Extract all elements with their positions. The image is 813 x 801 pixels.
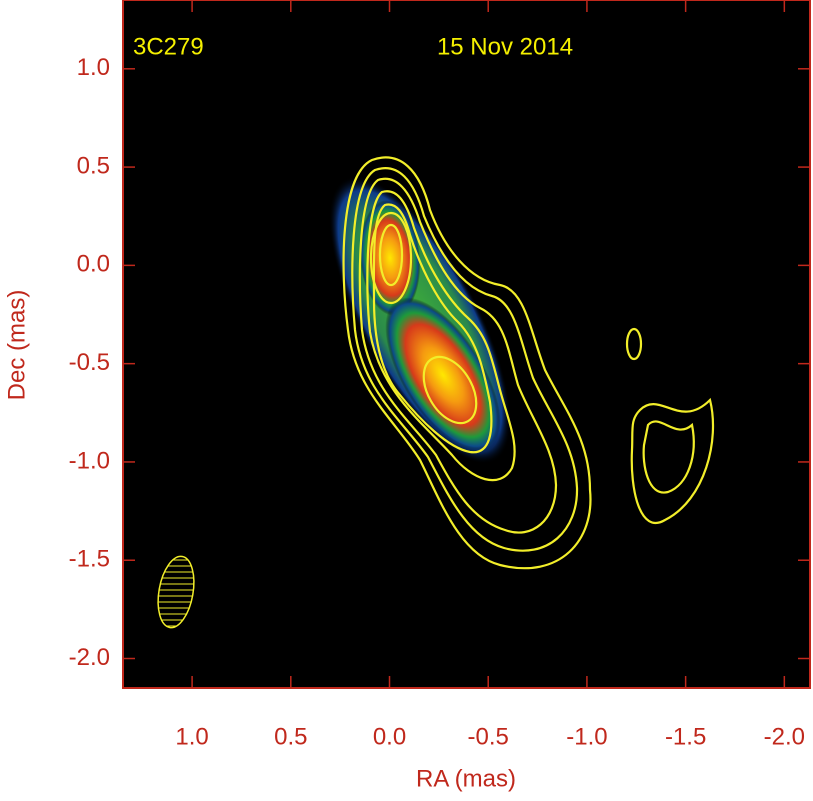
x-tick-label: -1.0 — [566, 723, 607, 750]
y-tick-label: -1.5 — [69, 546, 110, 573]
y-tick-label: 0.5 — [77, 152, 110, 179]
y-tick-label: 1.0 — [77, 54, 110, 81]
plot-frame — [122, 0, 811, 689]
contours — [342, 156, 715, 570]
x-tick-label: 0.0 — [373, 723, 406, 750]
source-label: 3C279 — [133, 33, 204, 60]
x-axis-label: RA (mas) — [416, 765, 516, 792]
y-tick-label: 0.0 — [77, 251, 110, 278]
y-tick-label: -1.0 — [69, 447, 110, 474]
y-axis-label: Dec (mas) — [3, 290, 30, 401]
date-label: 15 Nov 2014 — [437, 33, 573, 60]
y-tick-label: -0.5 — [69, 349, 110, 376]
x-tick-label: -1.5 — [665, 723, 706, 750]
y-tick-label: -2.0 — [69, 644, 110, 671]
x-tick-label: -0.5 — [468, 723, 509, 750]
beam — [157, 555, 195, 629]
x-tick-label: 1.0 — [175, 723, 208, 750]
x-tick-label: -2.0 — [764, 723, 805, 750]
x-tick-label: 0.5 — [274, 723, 307, 750]
